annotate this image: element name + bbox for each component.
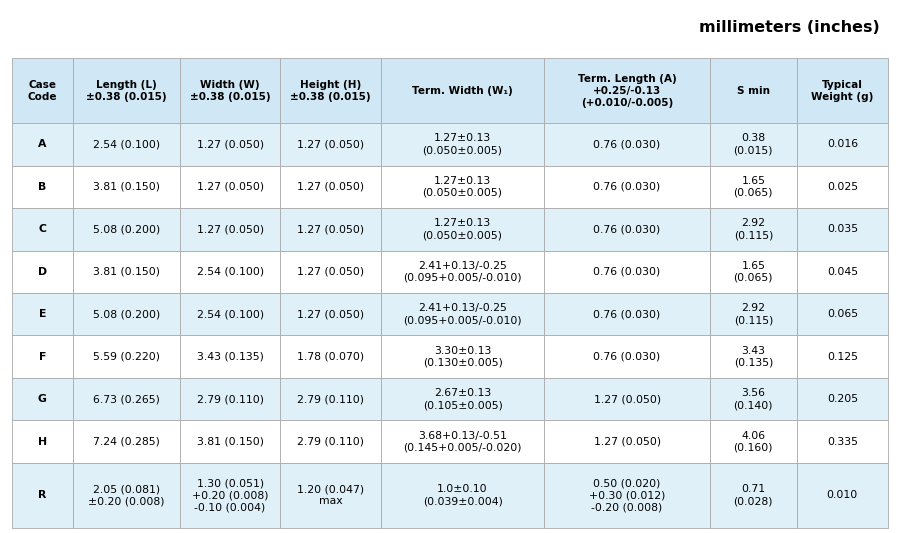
Bar [710,123,796,166]
Bar [180,421,281,463]
Bar [180,378,281,421]
Text: 3.43
(0.135): 3.43 (0.135) [734,346,773,368]
Bar [180,251,281,293]
Bar [381,463,544,528]
Text: G: G [38,394,47,404]
Bar [180,335,281,378]
Text: 0.065: 0.065 [827,309,858,319]
Bar [544,421,710,463]
Text: Case
Code: Case Code [28,79,57,102]
Bar [544,335,710,378]
Text: A: A [38,139,47,149]
Text: 3.81 (0.150): 3.81 (0.150) [93,266,159,277]
Text: D: D [38,266,47,277]
Bar [281,463,381,528]
Bar [281,208,381,251]
Bar [544,463,710,528]
Text: 1.65
(0.065): 1.65 (0.065) [734,176,773,198]
Text: 5.08 (0.200): 5.08 (0.200) [93,309,160,319]
Text: millimeters (inches): millimeters (inches) [699,20,880,36]
Bar [281,421,381,463]
Text: 4.06
(0.160): 4.06 (0.160) [734,431,773,453]
Text: R: R [38,490,47,500]
Bar [710,335,796,378]
Text: 0.205: 0.205 [827,394,858,404]
Bar [710,421,796,463]
Bar [73,58,180,123]
Bar [180,123,281,166]
Text: 0.76 (0.030): 0.76 (0.030) [593,266,661,277]
Text: 1.27 (0.050): 1.27 (0.050) [297,266,364,277]
Text: 1.27±0.13
(0.050±0.005): 1.27±0.13 (0.050±0.005) [423,133,502,155]
Bar [12,463,73,528]
Text: 1.30 (0.051)
+0.20 (0.008)
-0.10 (0.004): 1.30 (0.051) +0.20 (0.008) -0.10 (0.004) [192,479,268,512]
Bar [544,378,710,421]
Text: 0.025: 0.025 [827,182,858,192]
Text: 2.79 (0.110): 2.79 (0.110) [196,394,264,404]
Text: 0.335: 0.335 [827,437,858,447]
Text: 5.08 (0.200): 5.08 (0.200) [93,224,160,235]
Bar [281,123,381,166]
Bar [12,58,73,123]
Bar [796,123,888,166]
Text: E: E [39,309,46,319]
Text: 1.27 (0.050): 1.27 (0.050) [297,224,364,235]
Bar [381,208,544,251]
Bar [73,378,180,421]
Text: 2.92
(0.115): 2.92 (0.115) [734,303,773,325]
Text: 1.78 (0.070): 1.78 (0.070) [297,352,364,362]
Bar [180,58,281,123]
Bar [12,293,73,335]
Text: 1.27±0.13
(0.050±0.005): 1.27±0.13 (0.050±0.005) [423,176,502,198]
Text: 0.76 (0.030): 0.76 (0.030) [593,182,661,192]
Text: 0.76 (0.030): 0.76 (0.030) [593,224,661,235]
Text: 2.67±0.13
(0.105±0.005): 2.67±0.13 (0.105±0.005) [423,388,502,410]
Bar [796,251,888,293]
Bar [281,378,381,421]
Text: 1.20 (0.047)
max: 1.20 (0.047) max [297,484,364,506]
Bar [12,335,73,378]
Text: 3.81 (0.150): 3.81 (0.150) [196,437,264,447]
Text: 3.30±0.13
(0.130±0.005): 3.30±0.13 (0.130±0.005) [423,346,502,368]
Bar [281,166,381,208]
Bar [796,335,888,378]
Text: 0.71
(0.028): 0.71 (0.028) [734,484,773,506]
Bar [381,293,544,335]
Bar [73,335,180,378]
Bar [381,421,544,463]
Bar [544,208,710,251]
Bar [73,293,180,335]
Text: 2.54 (0.100): 2.54 (0.100) [196,266,264,277]
Bar [73,463,180,528]
Text: 1.27 (0.050): 1.27 (0.050) [196,224,264,235]
Bar [710,293,796,335]
Text: 2.05 (0.081)
±0.20 (0.008): 2.05 (0.081) ±0.20 (0.008) [88,484,165,506]
Bar [544,293,710,335]
Text: F: F [39,352,46,362]
Text: 0.76 (0.030): 0.76 (0.030) [593,309,661,319]
Text: C: C [39,224,46,235]
Text: 3.43 (0.135): 3.43 (0.135) [196,352,264,362]
Bar [73,166,180,208]
Bar [180,463,281,528]
Bar [381,123,544,166]
Text: 3.68+0.13/-0.51
(0.145+0.005/-0.020): 3.68+0.13/-0.51 (0.145+0.005/-0.020) [403,431,522,453]
Text: Term. Length (A)
+0.25/-0.13
(+0.010/-0.005): Term. Length (A) +0.25/-0.13 (+0.010/-0.… [578,74,677,108]
Bar [381,166,544,208]
Bar [12,166,73,208]
Text: Width (W)
±0.38 (0.015): Width (W) ±0.38 (0.015) [190,79,270,102]
Bar [281,58,381,123]
Text: 1.65
(0.065): 1.65 (0.065) [734,261,773,283]
Text: 0.50 (0.020)
+0.30 (0.012)
-0.20 (0.008): 0.50 (0.020) +0.30 (0.012) -0.20 (0.008) [589,479,665,512]
Text: Height (H)
±0.38 (0.015): Height (H) ±0.38 (0.015) [291,79,371,102]
Text: 2.79 (0.110): 2.79 (0.110) [297,394,364,404]
Text: 1.27 (0.050): 1.27 (0.050) [593,394,661,404]
Text: 1.27 (0.050): 1.27 (0.050) [297,309,364,319]
Bar [12,208,73,251]
Bar [710,251,796,293]
Bar [12,251,73,293]
Bar [180,166,281,208]
Bar [73,208,180,251]
Bar [73,123,180,166]
Bar [710,378,796,421]
